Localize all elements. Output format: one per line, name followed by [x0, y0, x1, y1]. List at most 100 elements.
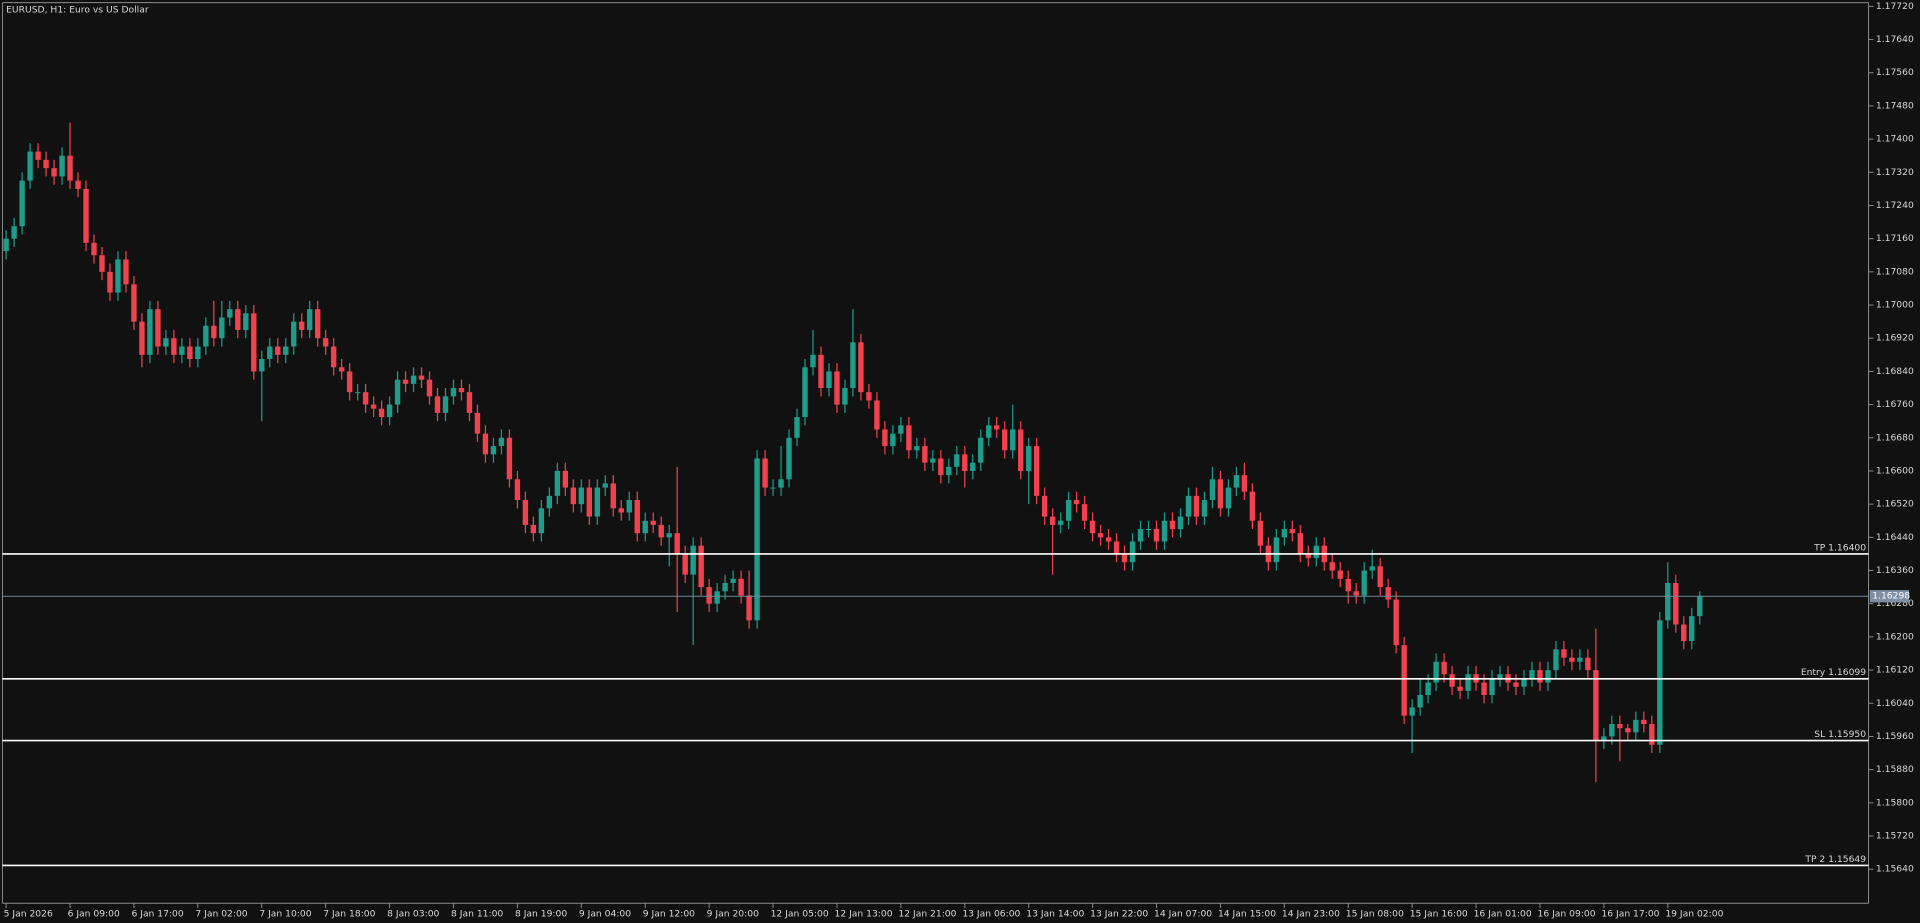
- candle-body: [195, 346, 201, 359]
- candle-body: [1401, 645, 1407, 716]
- y-tick-label: 1.17080: [1876, 266, 1914, 277]
- candle-body: [834, 371, 840, 405]
- level-label: TP 2 1.15649: [1804, 854, 1866, 865]
- candle-body: [466, 392, 473, 413]
- y-tick-label: 1.16920: [1876, 333, 1914, 344]
- candle-body: [211, 325, 217, 339]
- x-tick-label: 7 Jan 02:00: [195, 909, 247, 920]
- x-tick-label: 8 Jan 19:00: [515, 909, 567, 920]
- candle-body: [163, 338, 169, 347]
- candle-body: [1657, 620, 1663, 745]
- candle-body: [1233, 475, 1240, 488]
- y-tick-label: 1.16600: [1876, 465, 1914, 476]
- candle-body: [43, 159, 49, 169]
- candle-body: [1281, 529, 1288, 538]
- level-label: TP 1.16400: [1813, 542, 1866, 553]
- candle-body: [1529, 670, 1535, 679]
- candle-body: [434, 396, 441, 413]
- candle-body: [1057, 520, 1064, 525]
- x-tick-label: 14 Jan 07:00: [1154, 909, 1212, 920]
- candle-body: [322, 338, 329, 347]
- candle-body: [938, 458, 944, 476]
- candle-body: [1441, 661, 1447, 675]
- candle-body: [235, 309, 241, 330]
- y-tick-label: 1.16680: [1876, 432, 1914, 443]
- y-tick-label: 1.17000: [1876, 300, 1914, 311]
- candle-body: [1337, 570, 1343, 579]
- candle-body: [1033, 446, 1040, 496]
- x-tick-label: 13 Jan 14:00: [1026, 909, 1084, 920]
- candle-body: [338, 367, 345, 372]
- candle-body: [474, 412, 481, 434]
- x-tick-label: 8 Jan 11:00: [451, 909, 503, 920]
- candle-body: [67, 155, 73, 181]
- y-tick-label: 1.16520: [1876, 499, 1914, 510]
- candle-body: [123, 259, 129, 285]
- candle-body: [738, 578, 744, 596]
- x-tick-label: 15 Jan 16:00: [1410, 909, 1468, 920]
- y-tick-label: 1.15800: [1876, 797, 1914, 808]
- y-tick-label: 1.16280: [1876, 598, 1914, 609]
- candle-body: [498, 437, 505, 447]
- candle-body: [778, 479, 784, 488]
- candle-body: [1177, 516, 1184, 530]
- candle-body: [3, 238, 9, 252]
- candle-body: [1041, 495, 1048, 517]
- candle-body: [1681, 624, 1687, 642]
- candle-body: [1241, 475, 1248, 492]
- x-tick-label: 19 Jan 02:00: [1665, 909, 1723, 920]
- candle-body: [874, 400, 880, 430]
- candle-body: [1697, 596, 1703, 617]
- candle-body: [706, 587, 712, 604]
- candle-body: [658, 524, 664, 538]
- candle-body: [530, 524, 537, 534]
- x-tick-label: 16 Jan 01:00: [1474, 909, 1532, 920]
- level-label: SL 1.15950: [1814, 729, 1866, 740]
- candle-body: [410, 375, 417, 384]
- candle-body: [458, 388, 465, 393]
- candle-body: [906, 425, 912, 451]
- candle-body: [586, 487, 593, 517]
- candle-body: [634, 500, 640, 534]
- candle-body: [99, 255, 105, 272]
- candle-body: [1601, 736, 1607, 741]
- candle-body: [394, 379, 401, 405]
- candle-body: [1361, 570, 1367, 596]
- candle-body: [1569, 657, 1575, 662]
- candle-body: [27, 151, 33, 181]
- candle-body: [714, 591, 720, 604]
- x-tick-label: 14 Jan 23:00: [1282, 909, 1340, 920]
- candle-body: [1249, 491, 1256, 521]
- y-tick-label: 1.15640: [1876, 864, 1914, 875]
- candle-body: [994, 425, 1000, 430]
- candle-body: [378, 408, 385, 418]
- candle-body: [642, 520, 648, 534]
- y-tick-label: 1.17720: [1876, 1, 1914, 12]
- candle-body: [650, 520, 656, 525]
- last-price-label: 1.16298: [1872, 591, 1910, 602]
- candle-body: [370, 404, 377, 409]
- candle-body: [978, 437, 984, 463]
- candle-body: [1217, 479, 1224, 509]
- y-tick-label: 1.16040: [1876, 698, 1914, 709]
- candle-body: [746, 595, 752, 621]
- candle-body: [1105, 537, 1112, 542]
- x-tick-label: 12 Jan 21:00: [898, 909, 956, 920]
- candle-body: [1449, 674, 1455, 687]
- x-tick-label: 14 Jan 15:00: [1218, 909, 1276, 920]
- candle-body: [1345, 578, 1351, 592]
- candle-body: [1049, 516, 1056, 525]
- candle-body: [1609, 724, 1615, 737]
- candle-body: [19, 180, 25, 227]
- candle-body: [1673, 582, 1679, 625]
- candle-body: [794, 417, 800, 438]
- candle-body: [1353, 591, 1359, 596]
- candle-body: [1409, 707, 1415, 716]
- candle-body: [546, 495, 553, 509]
- candle-body: [538, 508, 545, 534]
- candle-body: [426, 379, 433, 397]
- candle-body: [1521, 678, 1527, 687]
- x-tick-label: 12 Jan 13:00: [835, 909, 893, 920]
- candle-body: [514, 479, 521, 501]
- y-tick-label: 1.17160: [1876, 233, 1914, 244]
